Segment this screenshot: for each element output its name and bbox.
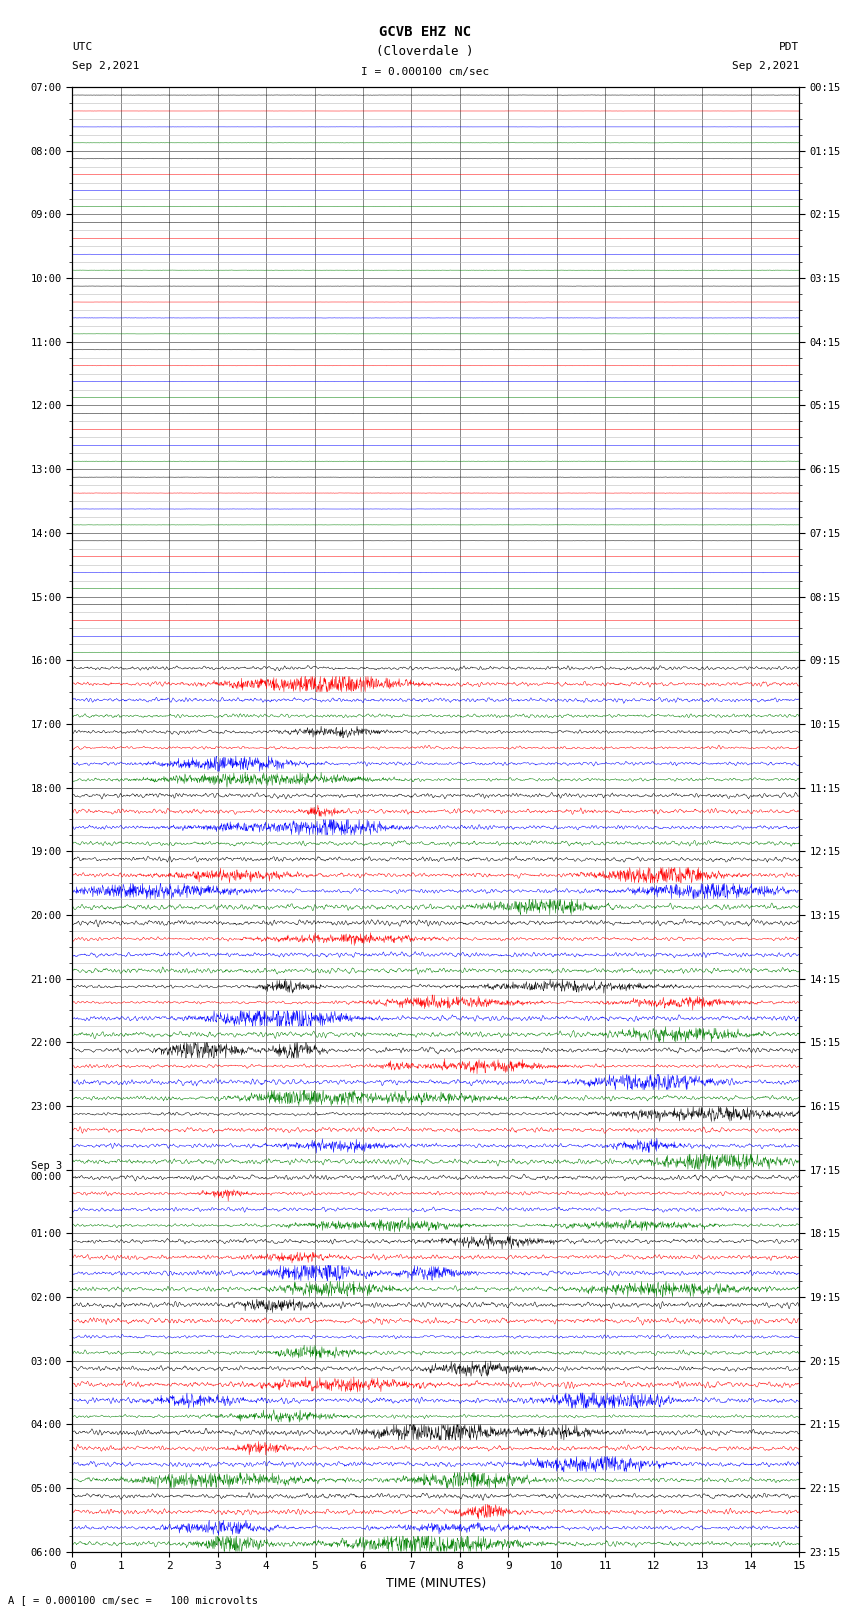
Text: Sep 2,2021: Sep 2,2021: [732, 61, 799, 71]
Text: A [ = 0.000100 cm/sec =   100 microvolts: A [ = 0.000100 cm/sec = 100 microvolts: [8, 1595, 258, 1605]
Text: UTC: UTC: [72, 42, 93, 52]
X-axis label: TIME (MINUTES): TIME (MINUTES): [386, 1578, 485, 1590]
Text: Sep 2,2021: Sep 2,2021: [72, 61, 139, 71]
Text: (Cloverdale ): (Cloverdale ): [377, 45, 473, 58]
Text: I = 0.000100 cm/sec: I = 0.000100 cm/sec: [361, 68, 489, 77]
Text: GCVB EHZ NC: GCVB EHZ NC: [379, 24, 471, 39]
Text: PDT: PDT: [779, 42, 799, 52]
